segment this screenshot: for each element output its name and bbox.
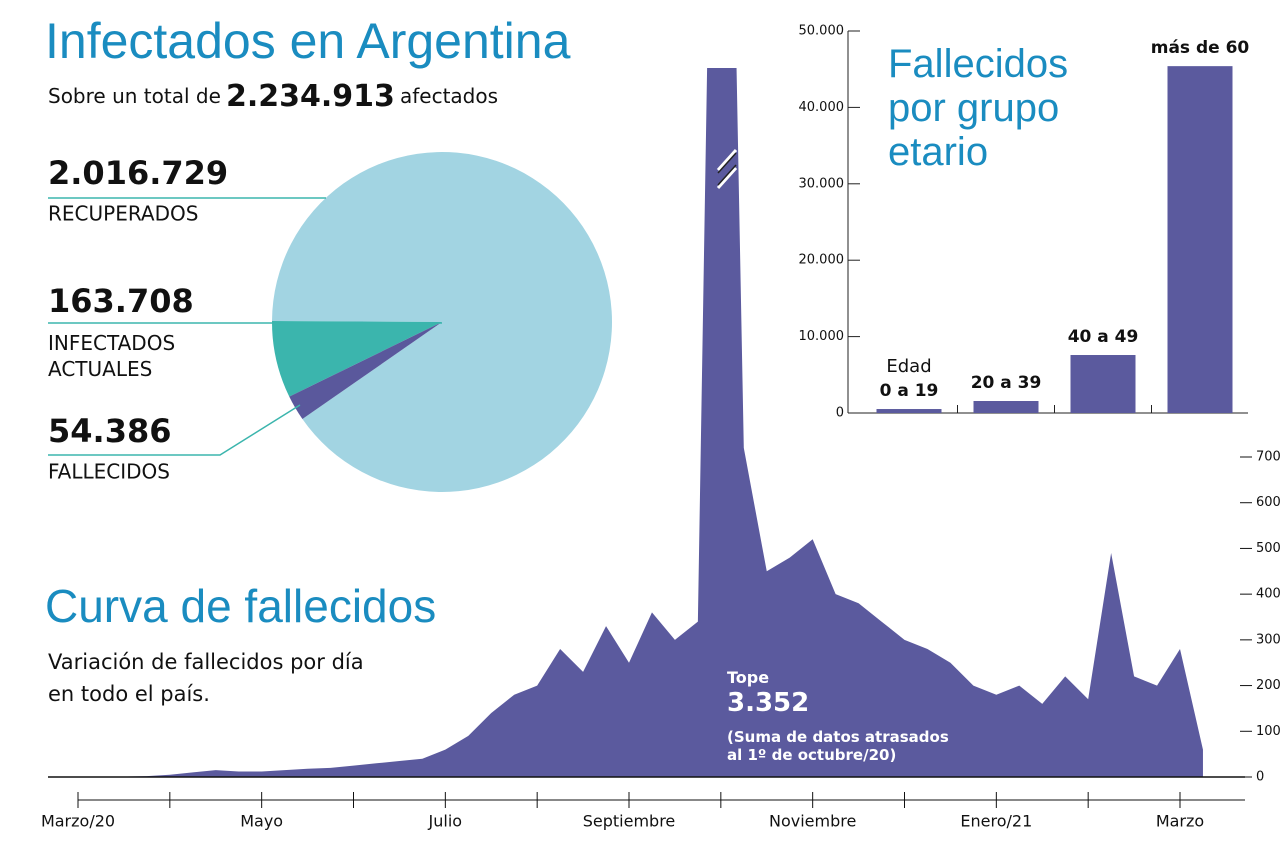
y-tick-label: 20.000: [799, 253, 845, 268]
bar: [876, 409, 942, 413]
pie-slice: [289, 322, 442, 420]
axis-label: Edad: [886, 356, 931, 377]
area-subtitle: Variación de fallecidos por día en todo …: [48, 650, 364, 706]
pie-subtitle: Sobre un total de 2.234.913 afectados: [48, 79, 498, 114]
x-tick-label: Enero/21: [960, 812, 1032, 831]
bar: [1070, 355, 1136, 413]
pie-category-label: FALLECIDOS: [48, 460, 170, 484]
category-label: 40 a 49: [1068, 327, 1139, 347]
y-tick-label: 0: [836, 406, 844, 421]
category-label: 20 a 39: [971, 373, 1042, 393]
x-tick-label: Marzo: [1156, 812, 1204, 831]
axis-break: [717, 164, 737, 186]
annotation-title: Tope: [727, 668, 770, 687]
x-tick-label: Septiembre: [583, 812, 676, 831]
pie-value-label: 163.708: [48, 282, 194, 320]
pie-slice: [272, 321, 442, 397]
x-tick-label: Julio: [428, 812, 463, 831]
bar: [1167, 66, 1233, 414]
y-tick-label: 700: [1256, 450, 1280, 465]
annotation-value: 3.352: [727, 688, 810, 718]
leader-line: [48, 404, 301, 456]
y-tick-label: 600: [1256, 495, 1280, 510]
category-label: más de 60: [1151, 38, 1250, 58]
pie-value-label: 2.016.729: [48, 154, 228, 192]
y-tick-label: 10.000: [799, 329, 845, 344]
x-tick-label: Noviembre: [769, 812, 856, 831]
pie-title: Infectados en Argentina: [45, 13, 571, 69]
axis-break: [717, 152, 737, 174]
y-tick-label: 50.000: [799, 24, 845, 39]
axis-break: [716, 148, 738, 172]
y-tick-label: 30.000: [799, 176, 845, 191]
bar: [973, 401, 1039, 413]
x-tick-label: Mayo: [240, 812, 283, 831]
y-tick-label: 0: [1256, 770, 1264, 785]
pie-category-label: RECUPERADOS: [48, 202, 198, 226]
y-tick-label: 100: [1256, 724, 1280, 739]
area-title: Curva de fallecidos: [45, 580, 436, 632]
axis-break: [716, 166, 738, 190]
y-tick-label: 300: [1256, 632, 1280, 647]
bar-title: Fallecidos por grupo etario: [888, 42, 1069, 174]
annotation-note: (Suma de datos atrasados al 1º de octubr…: [727, 728, 949, 764]
y-tick-label: 200: [1256, 678, 1280, 693]
area: [78, 68, 1203, 777]
pie-value-label: 54.386: [48, 412, 171, 450]
category-label: 0 a 19: [880, 381, 939, 401]
y-tick-label: 500: [1256, 541, 1280, 556]
pie-category-label: INFECTADOS ACTUALES: [48, 331, 176, 381]
y-tick-label: 400: [1256, 587, 1280, 602]
y-tick-label: 40.000: [799, 100, 845, 115]
pie-slice: [272, 152, 612, 493]
x-tick-label: Marzo/20: [41, 812, 115, 831]
